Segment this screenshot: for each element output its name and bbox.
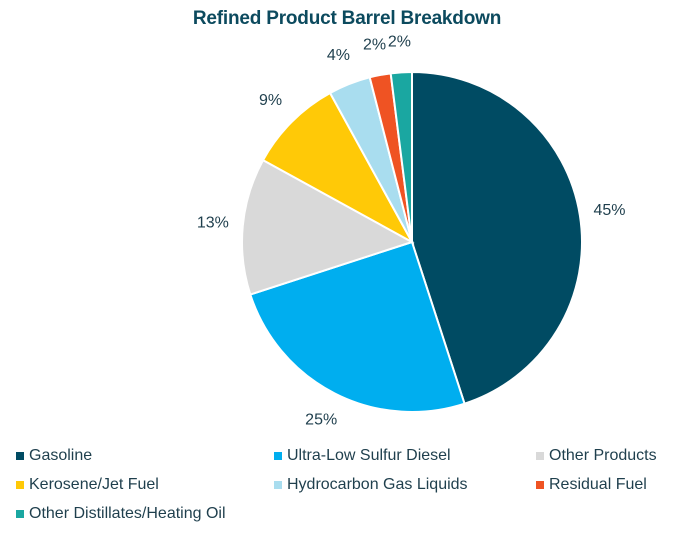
- legend-swatch: [536, 452, 544, 460]
- pie-slice-other-products: [241, 158, 415, 296]
- pie-slice-other-distillates-heating-oil: [389, 70, 413, 243]
- legend-item-other-distillates-heating-oil: Other Distillates/Heating Oil: [16, 504, 274, 524]
- legend-item-kerosene-jet-fuel: Kerosene/Jet Fuel: [16, 475, 274, 495]
- data-label: 9%: [259, 92, 282, 109]
- legend-label: Other Distillates/Heating Oil: [29, 505, 226, 522]
- legend-swatch: [16, 481, 24, 489]
- legend-label: Other Products: [549, 447, 657, 464]
- pie-slice-kerosene-jet-fuel: [261, 91, 415, 245]
- chart-legend: Gasoline Ultra-Low Sulfur Diesel Other P…: [16, 446, 686, 524]
- data-label: 25%: [305, 411, 337, 428]
- legend-swatch: [16, 452, 24, 460]
- data-label: 4%: [327, 47, 350, 64]
- legend-label: Hydrocarbon Gas Liquids: [287, 476, 468, 493]
- pie-slice-gasoline: [411, 70, 583, 405]
- chart-title: Refined Product Barrel Breakdown: [192, 8, 502, 29]
- data-label: 13%: [197, 214, 229, 231]
- legend-swatch: [274, 481, 282, 489]
- legend-swatch: [274, 452, 282, 460]
- legend-item-ultra-low-sulfur-diesel: Ultra-Low Sulfur Diesel: [274, 446, 536, 466]
- data-label: 2%: [363, 37, 386, 54]
- legend-swatch: [536, 481, 544, 489]
- pie-chart: 45% 25% 13% 9% 4% 2% 2%: [197, 34, 626, 429]
- legend-item-hydrocarbon-gas-liquids: Hydrocarbon Gas Liquids: [274, 475, 536, 495]
- legend-label: Residual Fuel: [549, 476, 647, 493]
- legend-swatch: [16, 510, 24, 518]
- pie-slice-ultra-low-sulfur-diesel: [249, 240, 466, 413]
- data-label: 45%: [593, 202, 625, 219]
- data-label: 2%: [388, 34, 411, 51]
- legend-label: Kerosene/Jet Fuel: [29, 476, 159, 493]
- legend-label: Gasoline: [29, 447, 93, 464]
- legend-item-gasoline: Gasoline: [16, 446, 274, 466]
- legend-label: Ultra-Low Sulfur Diesel: [287, 447, 451, 464]
- legend-item-residual-fuel: Residual Fuel: [536, 475, 686, 495]
- legend-item-other-products: Other Products: [536, 446, 686, 466]
